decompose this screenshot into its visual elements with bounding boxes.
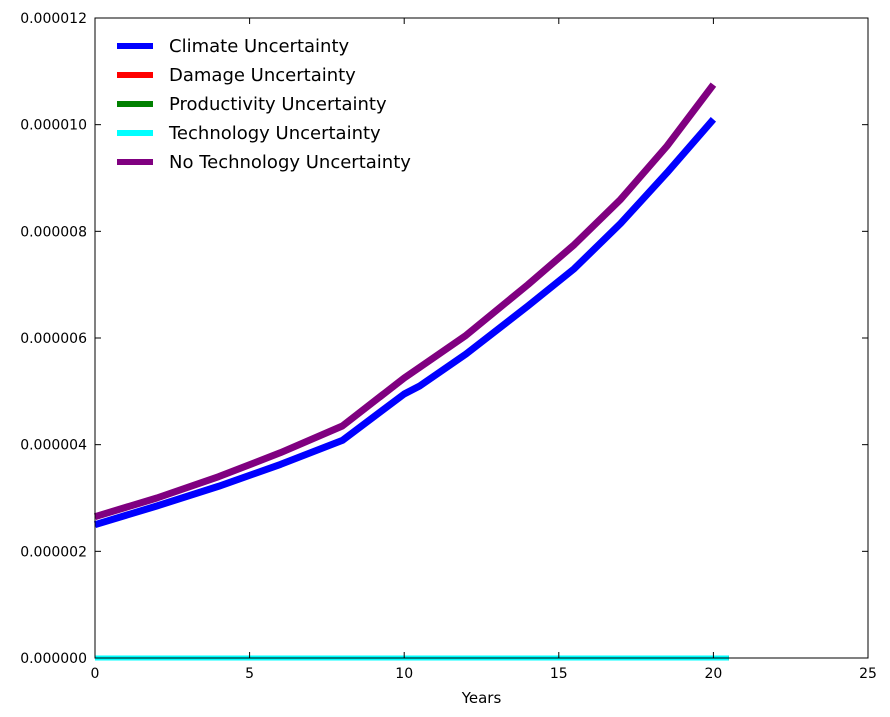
x-tick-label: 20 [704,666,722,682]
series-line-0 [93,117,717,529]
x-tick-label: 15 [550,666,568,682]
x-tick-label: 0 [91,666,100,682]
legend-label-1: Damage Uncertainty [169,65,356,86]
y-tick-label: 0.000004 [20,438,87,454]
y-tick-label: 0.000000 [20,651,87,667]
series-line-4 [93,82,717,521]
y-tick-label: 0.000010 [20,118,87,134]
x-tick-label: 25 [859,666,877,682]
legend-label-2: Productivity Uncertainty [169,94,387,115]
x-tick-label: 10 [395,666,413,682]
legend-label-0: Climate Uncertainty [169,36,349,57]
y-tick-label: 0.000006 [20,331,87,347]
plot-area [93,17,869,661]
legend-label-4: No Technology Uncertainty [169,152,411,173]
legend-label-3: Technology Uncertainty [168,123,381,144]
x-axis: 0 5 10 15 20 25 [91,18,877,682]
y-tick-label: 0.000012 [20,11,87,27]
legend: Climate Uncertainty Damage Uncertainty Pro… [117,36,411,173]
x-axis-label: Years [461,689,502,707]
y-tick-label: 0.000002 [20,544,87,560]
y-axis: 0.000000 0.000002 0.000004 0.000006 0.000008… [20,11,868,667]
y-tick-label: 0.000008 [20,224,87,240]
x-tick-label: 5 [245,666,254,682]
